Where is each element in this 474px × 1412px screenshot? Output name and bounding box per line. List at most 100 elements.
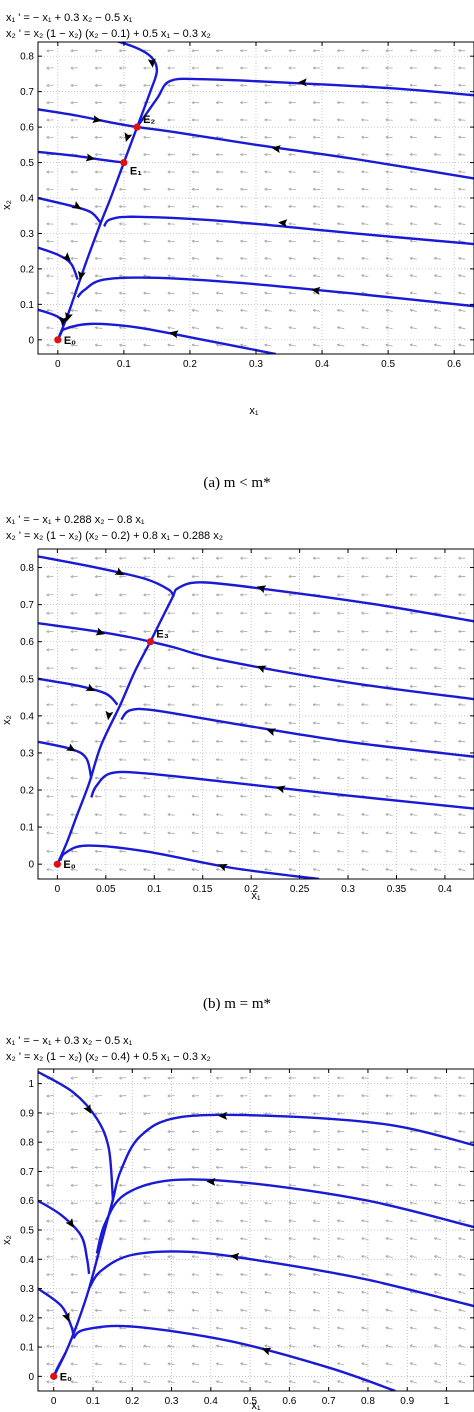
field-arrowhead [458, 1165, 462, 1169]
field-arrow [409, 257, 417, 260]
field-arrowhead [433, 1237, 437, 1241]
field-arrowhead [409, 66, 413, 70]
field-arrowhead [46, 776, 50, 780]
y-tick-label: 0 [28, 1372, 34, 1383]
field-arrowhead [240, 703, 243, 707]
field-arrowhead [458, 135, 461, 139]
field-arrowhead [264, 308, 268, 313]
field-arrowhead [215, 1219, 219, 1223]
field-arrowhead [191, 703, 195, 707]
flow-arrow [114, 567, 125, 576]
field-arrow [216, 327, 224, 329]
field-arrow [337, 309, 345, 312]
field-arrow [458, 240, 466, 243]
field-arrowhead [70, 849, 74, 853]
field-arrowhead [312, 1344, 316, 1348]
field-arrow [337, 795, 345, 798]
field-arrowhead [458, 1183, 462, 1187]
field-arrowhead [191, 1272, 195, 1277]
field-arrow [70, 1309, 78, 1312]
field-arrow [288, 777, 296, 779]
field-arrow [216, 1380, 224, 1384]
field-arrowhead [337, 343, 340, 347]
field-arrow [313, 223, 321, 225]
field-arrowhead [119, 1344, 122, 1348]
field-arrow [119, 795, 127, 798]
field-arrowhead [46, 1094, 50, 1098]
field-arrowhead [458, 343, 462, 347]
field-arrow [313, 1291, 321, 1294]
field-arrowhead [46, 170, 50, 174]
field-arrowhead [409, 867, 413, 872]
field-arrowhead [119, 187, 122, 191]
field-arrowhead [94, 1094, 98, 1098]
field-arrowhead [288, 684, 292, 689]
field-arrow [337, 223, 345, 225]
field-arrowhead [119, 1273, 122, 1277]
field-arrowhead [337, 849, 340, 853]
field-arrow [385, 1291, 393, 1294]
field-arrowhead [288, 1201, 292, 1205]
field-arrowhead [94, 1076, 98, 1080]
field-arrow [167, 1309, 175, 1312]
field-arrow [95, 795, 103, 798]
field-arrow [409, 704, 417, 706]
field-arrow [264, 759, 272, 761]
equilibrium-label: E₀ [63, 859, 75, 871]
field-arrowhead [312, 1129, 316, 1134]
field-arrowhead [264, 118, 268, 122]
field-arrowhead [70, 776, 74, 780]
field-arrow [119, 832, 127, 834]
field-arrowhead [46, 831, 50, 835]
equation-x1-c: x₁ ' = − x₁ + 0.3 x₂ − 0.5 x₁ [6, 1035, 133, 1047]
field-arrowhead [264, 1326, 268, 1330]
field-arrow [434, 1095, 442, 1097]
field-arrowhead [288, 274, 292, 278]
field-arrowhead [458, 170, 461, 174]
field-arrowhead [191, 170, 195, 174]
field-arrowhead [167, 758, 171, 762]
field-arrowhead [94, 101, 98, 105]
equilibrium-point [54, 336, 62, 344]
field-arrowhead [167, 666, 171, 670]
field-arrowhead [240, 666, 243, 670]
field-arrow [361, 1255, 369, 1258]
field-arrow [409, 740, 417, 743]
field-arrow [70, 868, 78, 871]
field-arrow [167, 292, 175, 295]
field-arrow [95, 1363, 103, 1366]
field-arrow [240, 1273, 248, 1276]
field-arrowhead [167, 101, 171, 105]
field-arrowhead [167, 49, 171, 53]
field-arrow [95, 557, 103, 559]
flow-arrow [124, 132, 133, 143]
field-arrowhead [337, 274, 340, 278]
field-arrow [361, 240, 369, 243]
field-arrow [216, 1256, 224, 1258]
field-arrowhead [167, 721, 171, 725]
field-arrowhead [264, 758, 268, 762]
field-arrowhead [119, 256, 122, 261]
flow-arrow [256, 665, 267, 674]
field-arrowhead [433, 187, 437, 191]
field-arrowhead [385, 794, 389, 798]
field-arrowhead [458, 629, 461, 634]
field-arrowhead [312, 721, 316, 725]
trajectory-curve [88, 1250, 474, 1308]
field-arrowhead [240, 83, 243, 87]
field-arrowhead [458, 794, 462, 798]
field-arrow [240, 275, 248, 277]
field-arrowhead [143, 204, 147, 209]
field-arrow [385, 326, 393, 330]
field-arrowhead [240, 593, 243, 597]
field-arrowhead [337, 703, 340, 707]
field-arrowhead [94, 187, 98, 191]
field-arrowhead [167, 831, 171, 835]
field-arrowhead [312, 343, 316, 347]
field-arrowhead [361, 326, 365, 330]
field-arrow [409, 832, 417, 835]
field-arrowhead [458, 1380, 462, 1384]
field-arrow [409, 758, 417, 761]
field-arrowhead [191, 611, 195, 615]
field-arrowhead [409, 100, 413, 105]
